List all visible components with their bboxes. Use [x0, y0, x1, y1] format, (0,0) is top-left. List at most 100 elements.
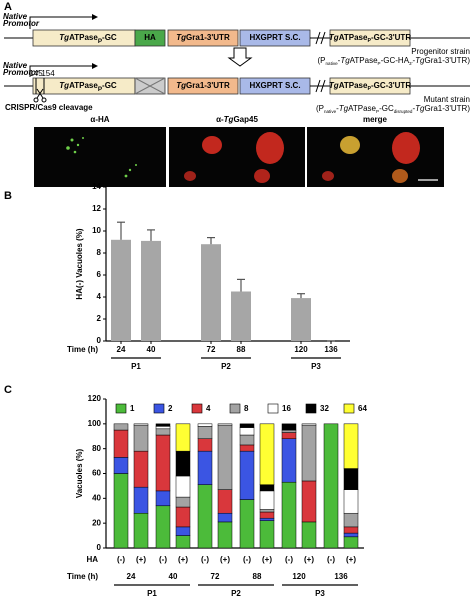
bar-segment — [239, 434, 255, 446]
y-tick-label: 14 — [92, 182, 101, 191]
y-tick-label: 60 — [92, 469, 101, 478]
text-part: P — [98, 86, 102, 93]
x-tick-label: (+) — [178, 555, 188, 564]
bar-segment — [133, 450, 149, 488]
label: TgGra1-3'UTR — [176, 33, 230, 42]
y-axis-label: Vacuoles (%) — [75, 448, 84, 498]
tag-label: HA — [144, 33, 156, 42]
bar-segment — [259, 509, 275, 513]
bar-segment — [133, 486, 149, 514]
bar-segment — [113, 457, 129, 474]
bar-segment — [175, 475, 191, 498]
y-axis-label: HA(-) Vacuoles (%) — [75, 228, 84, 299]
bar-segment — [281, 423, 297, 431]
text-part: native — [324, 109, 337, 114]
group-label: P3 — [311, 362, 321, 371]
utr-box — [167, 77, 239, 95]
text-part: Tg — [415, 56, 425, 65]
label: (Pnative-TgATPaseP-GC-HA3'-TgGra1-3'UTR) — [318, 56, 471, 66]
bar-segment — [301, 521, 317, 549]
x-tick-label: (-) — [285, 555, 293, 564]
text-part: - — [412, 56, 415, 65]
legend-label: 8 — [244, 404, 249, 413]
y-tick-label: 80 — [92, 444, 101, 453]
group-label: P1 — [131, 362, 141, 371]
bar — [291, 298, 311, 341]
strain-label: Mutant strain — [424, 95, 470, 104]
bar-segment — [343, 489, 359, 514]
text-part: - — [336, 104, 339, 113]
panel-label: B — [4, 190, 12, 202]
text-part: ATPase — [350, 56, 378, 65]
text-part: -GC — [102, 81, 117, 90]
y-tick-label: 8 — [97, 248, 102, 257]
x-tick-label: (-) — [201, 555, 209, 564]
y-tick-label: 0 — [97, 336, 102, 345]
text-part: ATPase — [69, 33, 98, 42]
bar-segment — [217, 521, 233, 549]
x-tick-label: (-) — [159, 555, 167, 564]
x-tick-label: 88 — [237, 345, 246, 354]
bar-segment — [343, 526, 359, 534]
bar-segment — [175, 526, 191, 536]
text-part: P — [98, 38, 102, 45]
x-axis-label: Time (h) — [67, 572, 98, 581]
legend-label: 1 — [130, 404, 135, 413]
text-part: Tg — [59, 33, 69, 42]
x-tick-label: (+) — [304, 555, 314, 564]
bar-segment — [133, 423, 149, 426]
bar-segment — [343, 532, 359, 538]
bar-segment — [323, 423, 339, 549]
bar-segment — [133, 424, 149, 452]
merged-signal — [392, 169, 408, 183]
x-tick-label: (-) — [327, 555, 335, 564]
red-signal — [254, 169, 270, 183]
promoter-arrow — [29, 16, 92, 29]
text-part: P — [367, 38, 371, 44]
bar-segment — [217, 489, 233, 514]
bar-segment — [175, 535, 191, 549]
x-tick-label: 136 — [324, 345, 338, 354]
bar-segment — [197, 450, 213, 485]
bar-segment — [175, 496, 191, 508]
bar-segment — [301, 480, 317, 523]
text-part: Tg — [59, 81, 69, 90]
y-tick-label: 100 — [88, 419, 102, 428]
text-part: native — [326, 61, 339, 66]
group-label: P2 — [231, 589, 241, 598]
y-tick-label: 10 — [92, 226, 101, 235]
panel-label: C — [4, 384, 12, 396]
site-label: 145 — [29, 69, 43, 78]
promoter-label: Promotor — [3, 19, 40, 28]
site-label: 154 — [41, 69, 55, 78]
image-ha — [34, 127, 166, 187]
text-part: Gra1-3'UTR) — [424, 56, 470, 65]
bar-segment — [197, 484, 213, 549]
bar-segment — [155, 428, 171, 436]
time-label: 136 — [334, 572, 348, 581]
group-label: P2 — [221, 362, 231, 371]
legend-swatch — [305, 403, 317, 414]
bar-segment — [155, 434, 171, 492]
time-label: 120 — [292, 572, 306, 581]
text-part: (P — [316, 104, 324, 113]
legend-swatch — [267, 403, 279, 414]
bar-segment — [217, 424, 233, 490]
bar-segment — [281, 429, 297, 433]
text-part: P — [376, 109, 379, 114]
promoter-label: Promotor — [3, 68, 40, 77]
bar — [231, 291, 251, 341]
text-part: -GC-HA — [381, 56, 410, 65]
text-part: α- — [216, 115, 224, 124]
text-part: Tg — [415, 104, 425, 113]
label: (Pnative-TgATPaseP-GCdisrupted-TgGra1-3'… — [316, 104, 470, 114]
bar-segment — [343, 512, 359, 528]
legend-label: 64 — [358, 404, 367, 413]
x-axis-label: Time (h) — [67, 345, 98, 354]
bar — [201, 244, 221, 341]
text-part: α-HA — [90, 115, 109, 124]
red-signal — [184, 171, 196, 181]
bar — [111, 239, 131, 341]
bar-segment — [343, 423, 359, 469]
